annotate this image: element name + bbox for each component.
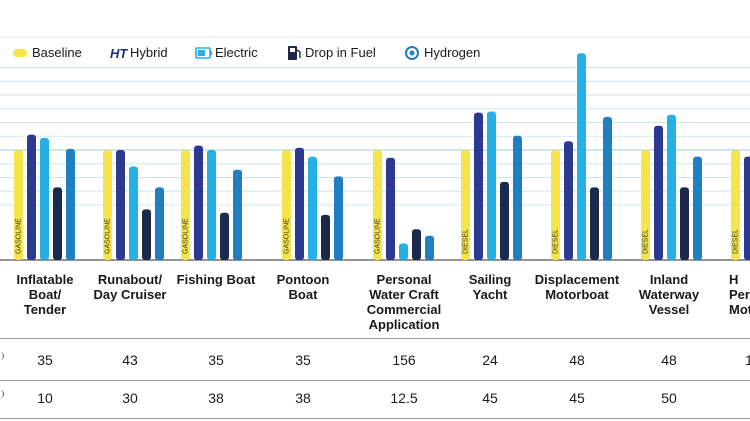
- bar-hydrogen: [693, 156, 702, 260]
- table-cell: 45: [482, 390, 498, 406]
- baseline-fuel-label: GASOLINE: [16, 218, 23, 254]
- bar-drop-in-fuel: [412, 229, 421, 260]
- bar-baseline: [731, 150, 740, 260]
- row-marker: [0, 352, 4, 360]
- table-divider: [0, 380, 750, 381]
- bar-baseline: [14, 150, 23, 260]
- bar-hydrogen: [155, 187, 164, 260]
- bar-electric: [399, 243, 408, 260]
- legend-label: Drop in Fuel: [305, 45, 376, 60]
- table-cell: 43: [122, 352, 138, 368]
- table-cell: 48: [569, 352, 585, 368]
- table-divider: [0, 418, 750, 419]
- table-cell: 30: [122, 390, 138, 406]
- bar-chart: GASOLINE GASOLINE GASOLINE GASOLINE GASOLINE…: [0, 36, 750, 261]
- table-cell: 50: [661, 390, 677, 406]
- baseline-fuel-label: DIESEL: [463, 229, 470, 254]
- table-cell: 45: [569, 390, 585, 406]
- bar-hydrogen: [66, 148, 75, 260]
- category-label: Runabout/ Day Cruiser: [93, 272, 167, 302]
- category-label: Displacement Motorboat: [534, 272, 620, 302]
- legend-label: Baseline: [32, 45, 82, 60]
- bar-hydrogen: [603, 117, 612, 260]
- bar-drop-in-fuel: [321, 214, 330, 260]
- table-divider: [0, 338, 750, 339]
- bar-electric: [40, 137, 49, 260]
- hydrogen-icon: [405, 46, 419, 60]
- category-label: Inland Waterway Vessel: [638, 272, 700, 317]
- category-label: H Perfo Moto: [729, 272, 750, 317]
- bar-electric: [308, 156, 317, 260]
- bar-hybrid: [474, 112, 483, 260]
- baseline-fuel-label: GASOLINE: [105, 218, 112, 254]
- bar-hydrogen: [513, 135, 522, 260]
- category-label: Fishing Boat: [176, 272, 256, 287]
- bar-electric: [207, 150, 216, 260]
- baseline-fuel-label: DIESEL: [553, 229, 560, 254]
- bar-hybrid: [27, 134, 36, 260]
- baseline-fuel-label: DIESEL: [733, 229, 740, 254]
- bar-baseline: [551, 150, 560, 260]
- table-cell: 12.5: [390, 390, 418, 406]
- legend-label: Hydrogen: [424, 45, 481, 60]
- legend: Baseline HT Hybrid Electric Drop in Fuel Hydr…: [0, 0, 750, 61]
- bar-drop-in-fuel: [220, 212, 229, 260]
- baseline-icon: [13, 49, 27, 57]
- electric-icon: [195, 47, 212, 59]
- table-cell: 156: [392, 352, 416, 368]
- table-cell: 35: [37, 352, 53, 368]
- category-label: Pontoon Boat: [276, 272, 330, 302]
- table-cell: 38: [295, 390, 311, 406]
- bar-baseline: [181, 150, 190, 260]
- table-cell: 38: [208, 390, 224, 406]
- category-label: Sailing Yacht: [468, 272, 512, 302]
- baseline-fuel-label: DIESEL: [643, 229, 650, 254]
- baseline-fuel-label: GASOLINE: [183, 218, 190, 254]
- hybrid-icon: HT: [110, 46, 128, 61]
- category-label: Inflatable Boat/ Tender: [16, 272, 74, 317]
- table-cell: 24: [482, 352, 498, 368]
- bar-hybrid: [295, 147, 304, 260]
- table-cell: 35: [208, 352, 224, 368]
- bar-drop-in-fuel: [500, 181, 509, 260]
- bar-baseline: [641, 150, 650, 260]
- bar-hybrid: [564, 141, 573, 260]
- bar-baseline: [282, 150, 291, 260]
- bar-hybrid: [194, 145, 203, 260]
- bar-baseline: [373, 150, 382, 260]
- fuel-pump-icon: [288, 46, 301, 60]
- bar-hybrid: [654, 125, 663, 260]
- bar-electric: [577, 53, 586, 261]
- table-cell: 35: [295, 352, 311, 368]
- bar-electric: [667, 114, 676, 260]
- baseline-fuel-label: GASOLINE: [375, 218, 382, 254]
- bar-hybrid: [116, 150, 125, 260]
- legend-label: Electric: [215, 45, 258, 60]
- row-marker: [0, 390, 4, 398]
- table-cell: 1: [745, 352, 750, 368]
- bar-hydrogen: [425, 235, 434, 260]
- legend-label: Hybrid: [130, 45, 168, 60]
- baseline-fuel-label: GASOLINE: [284, 218, 291, 254]
- bar-baseline: [461, 150, 470, 260]
- table-cell: 48: [661, 352, 677, 368]
- bar-drop-in-fuel: [142, 209, 151, 260]
- bar-hybrid: [386, 157, 395, 260]
- bar-drop-in-fuel: [53, 187, 62, 260]
- bar-baseline: [103, 150, 112, 260]
- bar-hydrogen: [334, 176, 343, 260]
- table-cell: 10: [37, 390, 53, 406]
- bar-electric: [129, 166, 138, 260]
- bar-hydrogen: [233, 169, 242, 260]
- bar-drop-in-fuel: [590, 187, 599, 260]
- category-label: Personal Water Craft Commercial Applicat…: [366, 272, 442, 332]
- bar-hybrid: [744, 156, 750, 260]
- bar-electric: [487, 111, 496, 260]
- bar-drop-in-fuel: [680, 187, 689, 260]
- svg-text:HT: HT: [110, 46, 128, 61]
